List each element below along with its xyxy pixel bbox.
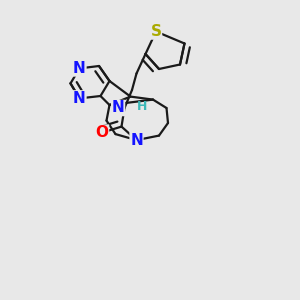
Text: N: N	[73, 61, 86, 76]
Text: H: H	[137, 100, 148, 113]
Text: N: N	[112, 100, 124, 116]
Text: S: S	[151, 24, 161, 39]
Text: N: N	[130, 133, 143, 148]
Text: N: N	[73, 91, 86, 106]
Text: O: O	[95, 125, 109, 140]
